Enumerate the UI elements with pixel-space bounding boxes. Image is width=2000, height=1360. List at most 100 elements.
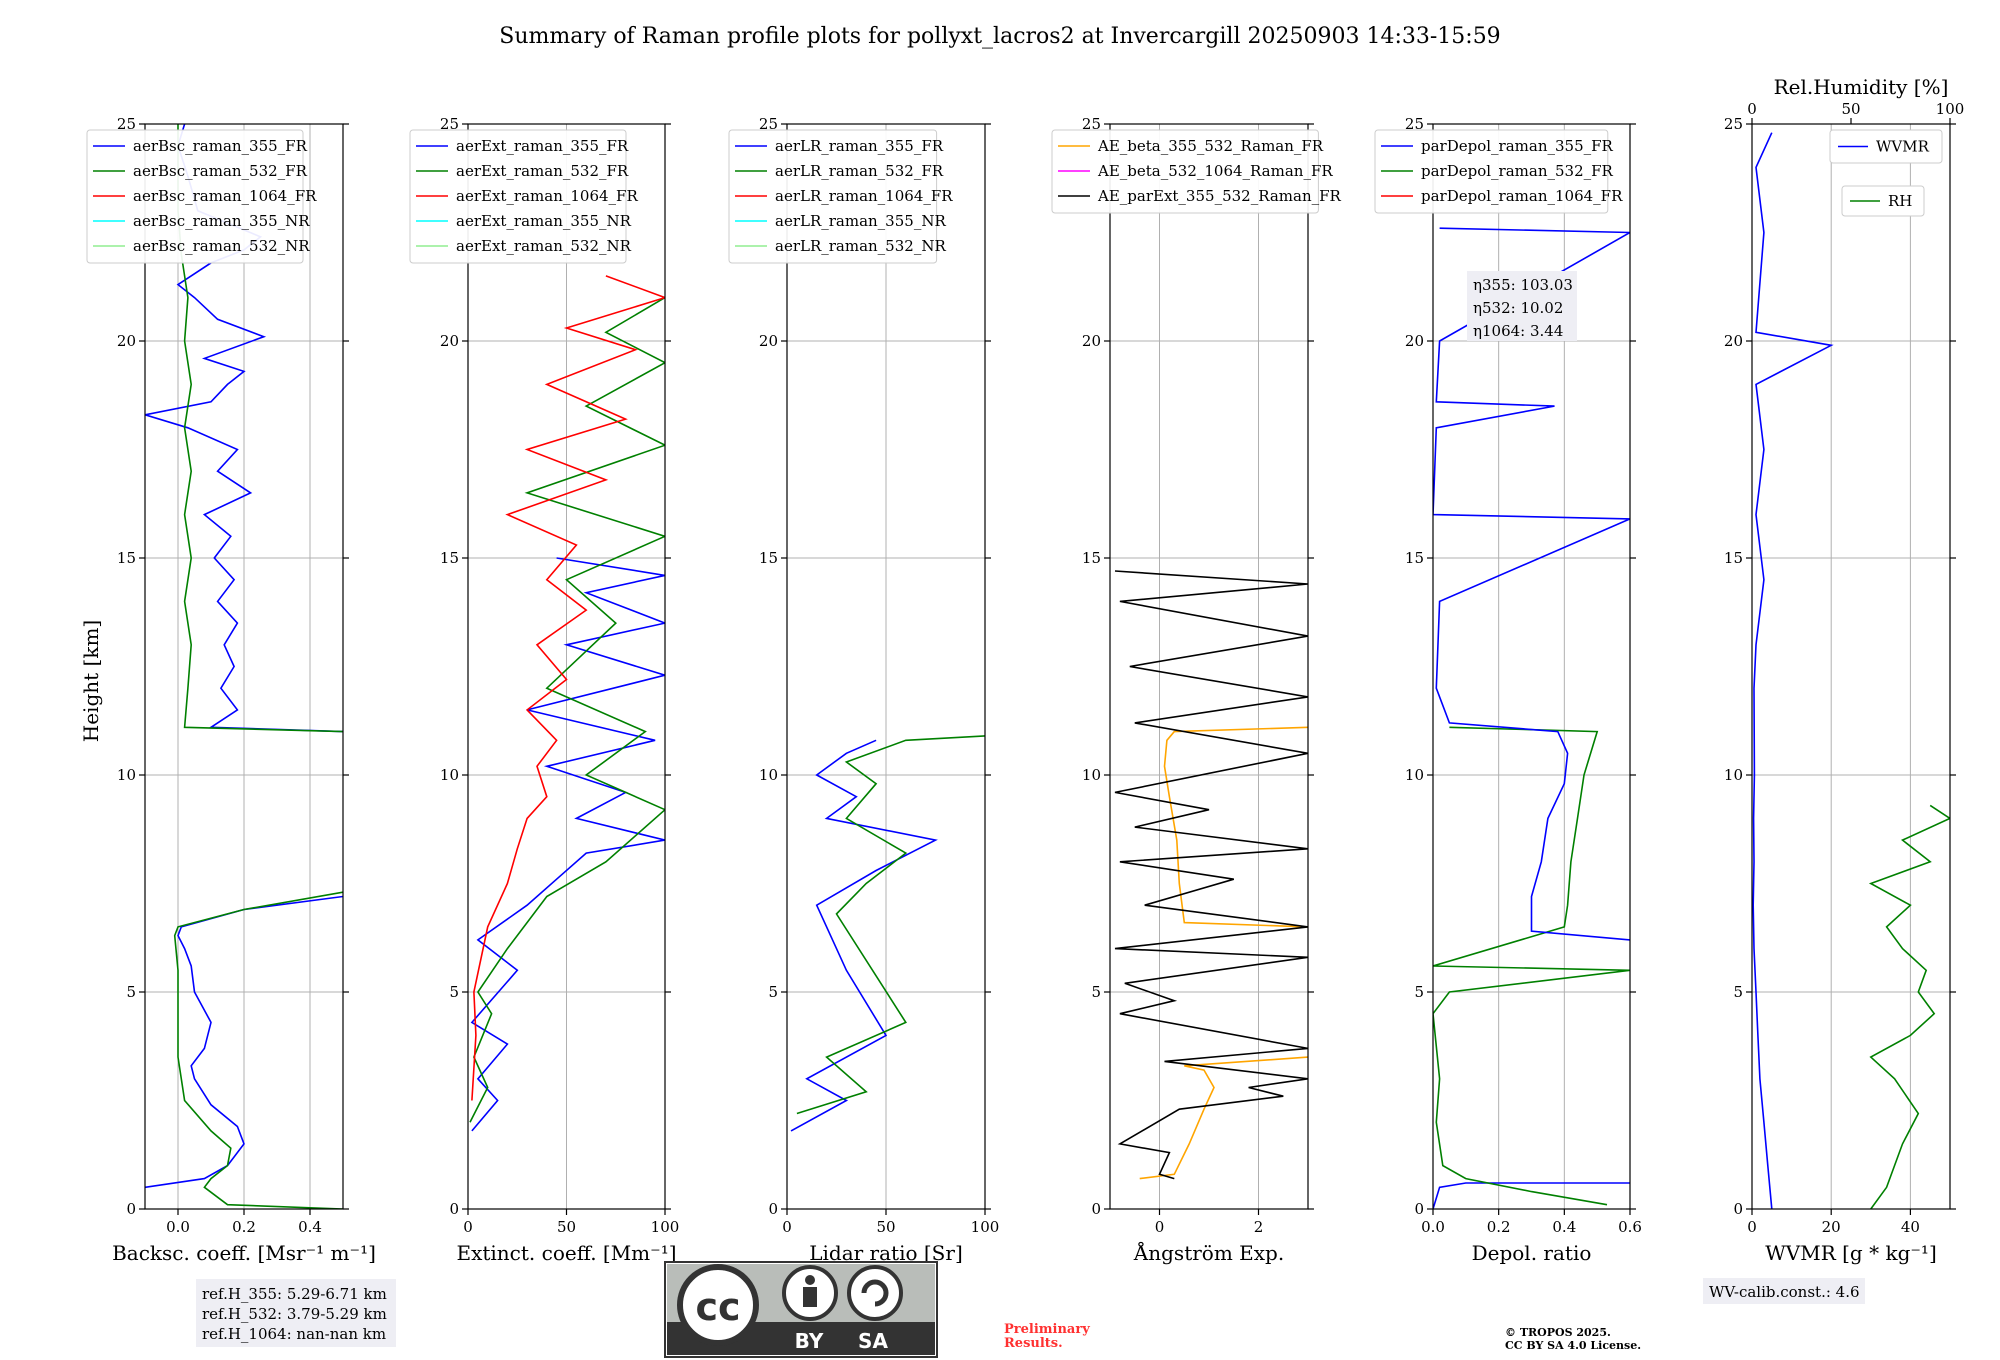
copyright-line1: © TROPOS 2025.	[1505, 1326, 1611, 1339]
panel-extinction: 0 5 10 15 20 25 0 50 100 Extinct. coeff. [Mm⁻¹] ae…	[409, 115, 679, 1265]
x-tick-label: 0	[782, 1218, 792, 1236]
axes-frame	[1109, 123, 1309, 1210]
y-tick-label: 20	[440, 332, 459, 350]
y-tick-label: 20	[1082, 332, 1101, 350]
top-x-tick-label: 50	[1841, 100, 1860, 118]
legend-label: aerExt_raman_355_FR	[456, 137, 629, 155]
x-tick-label: 0	[1747, 1218, 1757, 1236]
sa-label: SA	[858, 1329, 888, 1353]
x-axis-label: Ångström Exp.	[1133, 1240, 1284, 1265]
y-tick-label: 15	[1082, 549, 1101, 567]
legend-box	[1829, 129, 1943, 164]
legend-label: aerExt_raman_355_NR	[456, 212, 632, 230]
legend-label: AE_parExt_355_532_Raman_FR	[1097, 187, 1342, 205]
y-tick-label: 20	[759, 332, 778, 350]
series-line-AE_beta_355_532_Raman_FR	[1139, 1056, 1308, 1180]
y-tick-label: 5	[126, 983, 136, 1001]
x-tick-label: 0.2	[232, 1218, 256, 1236]
y-tick-label: 10	[1724, 766, 1743, 784]
series-line-aerBsc_raman_532_FR	[173, 891, 343, 1209]
x-axis-label: WVMR [g * kg⁻¹]	[1765, 1241, 1937, 1265]
wv-calib-box: WV-calib.const.: 4.6	[1703, 1278, 1865, 1304]
ref-height-532: ref.H_532: 3.79-5.29 km	[202, 1305, 387, 1323]
y-tick-label: 20	[117, 332, 136, 350]
series-group	[1752, 132, 1950, 1209]
y-tick-label: 20	[1724, 332, 1743, 350]
figure-title: Summary of Raman profile plots for polly…	[499, 24, 1500, 49]
legend-label: aerBsc_raman_355_FR	[133, 137, 308, 155]
legend-label: parDepol_raman_1064_FR	[1421, 187, 1623, 205]
legend-label: aerLR_raman_1064_FR	[775, 187, 953, 205]
legend: aerExt_raman_355_FR aerExt_raman_532_FRae…	[409, 129, 638, 264]
legend-label: AE_beta_355_532_Raman_FR	[1097, 137, 1324, 155]
legend-rh: RH	[1841, 185, 1925, 217]
y-tick-label: 25	[1405, 115, 1424, 133]
top-axis-label: Rel.Humidity [%]	[1774, 75, 1949, 99]
x-tick-label: 50	[557, 1218, 576, 1236]
series-group	[1114, 570, 1308, 1180]
legend-box	[1051, 129, 1319, 214]
legend-box	[1841, 185, 1925, 217]
preliminary-line1: Preliminary	[1004, 1322, 1090, 1337]
y-tick-label: 10	[440, 766, 459, 784]
legend-box	[1374, 129, 1609, 214]
series-line-aerLR_raman_355_FR	[790, 739, 938, 1132]
panel-backscatter: 0 5 10 15 20 25 0.0 0.2 0.4 Backsc. coeff. [Msr⁻¹…	[86, 115, 376, 1265]
y-tick-label: 15	[117, 549, 136, 567]
legend-label: aerLR_raman_532_FR	[775, 162, 944, 180]
wv-calib-text: WV-calib.const.: 4.6	[1709, 1283, 1860, 1301]
eta-value: η532: 10.02	[1473, 299, 1563, 317]
y-tick-label: 10	[759, 766, 778, 784]
panel-angstrom: 0 5 10 15 20 25 0 2 Ångström Exp. AE_beta_355_532…	[1051, 115, 1342, 1265]
x-tick-label: 100	[971, 1218, 1000, 1236]
y-tick-label: 25	[440, 115, 459, 133]
legend-label: aerLR_raman_355_FR	[775, 137, 944, 155]
top-x-tick-label: 100	[1936, 100, 1965, 118]
cc-logo-text: cc	[695, 1285, 740, 1329]
ref-height-355: ref.H_355: 5.29-6.71 km	[202, 1285, 387, 1303]
series-line-WVMR	[1752, 132, 1834, 1209]
y-tick-label: 5	[449, 983, 459, 1001]
y-tick-label: 5	[1733, 983, 1743, 1001]
legend-label: WVMR	[1876, 138, 1930, 156]
series-group	[790, 735, 985, 1132]
legend-label: aerExt_raman_532_FR	[456, 162, 629, 180]
x-tick-label: 2	[1254, 1218, 1264, 1236]
legend-label: RH	[1888, 192, 1912, 210]
legend-label: aerLR_raman_532_NR	[775, 237, 946, 255]
x-tick-label: 50	[876, 1218, 895, 1236]
legend-label: AE_beta_532_1064_Raman_FR	[1097, 162, 1333, 180]
series-line-RH	[1868, 804, 1950, 1209]
legend: aerBsc_raman_355_FR aerBsc_raman_532_FRae…	[86, 129, 317, 264]
y-tick-label: 15	[1405, 549, 1424, 567]
y-tick-label: 15	[759, 549, 778, 567]
x-tick-label: 0.4	[298, 1218, 322, 1236]
y-tick-label: 0	[126, 1200, 136, 1218]
ref-heights-box: ref.H_355: 5.29-6.71 km ref.H_532: 3.79-…	[196, 1279, 396, 1347]
eta-box: η355: 103.03 η532: 10.02 η1064: 3.44	[1467, 271, 1577, 341]
series-line-parDepol_raman_355_FR	[1433, 1182, 1630, 1209]
legend: AE_beta_355_532_Raman_FR AE_beta_532_1064…	[1051, 129, 1342, 214]
legend-label: parDepol_raman_532_FR	[1421, 162, 1614, 180]
y-tick-label: 25	[1724, 115, 1743, 133]
series-line-aerBsc_raman_355_FR	[145, 895, 343, 1189]
copyright-line2: CC BY SA 4.0 License.	[1505, 1339, 1641, 1352]
legend: aerLR_raman_355_FR aerLR_raman_532_FR aerL…	[728, 129, 953, 264]
panel-depolarization: 0 5 10 15 20 25 0.0 0.2 0.4 0.6 Depol. ratio parDep…	[1374, 115, 1642, 1265]
x-tick-label: 0.0	[1421, 1218, 1445, 1236]
series-group	[469, 275, 665, 1132]
x-axis-label: Depol. ratio	[1472, 1241, 1592, 1265]
y-tick-label: 15	[440, 549, 459, 567]
y-tick-label: 5	[1414, 983, 1424, 1001]
series-line-aerExt_raman_1064_FR	[471, 275, 665, 1101]
preliminary-line2: Results.	[1004, 1336, 1063, 1351]
sa-share-alike-icon	[847, 1265, 903, 1321]
axes-frame	[1432, 123, 1631, 1210]
axes-frame	[1751, 123, 1951, 1210]
legend-label: aerExt_raman_532_NR	[456, 237, 632, 255]
eta-box-bg	[1467, 271, 1577, 341]
y-tick-label: 5	[768, 983, 778, 1001]
x-axis-label: Backsc. coeff. [Msr⁻¹ m⁻¹]	[112, 1241, 376, 1265]
